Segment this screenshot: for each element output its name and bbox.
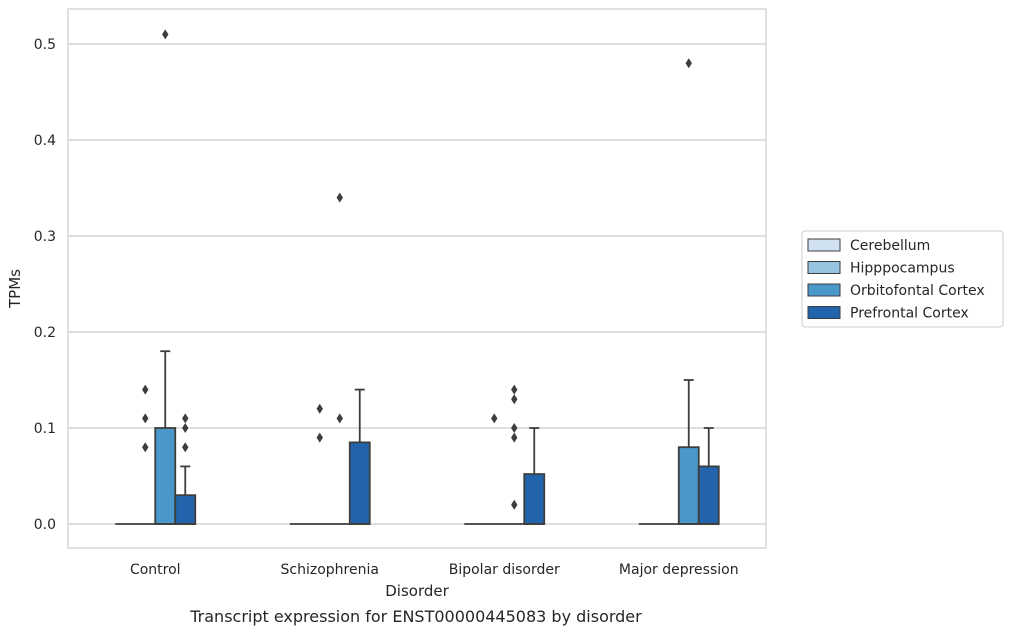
- legend-label: Cerebellum: [850, 238, 930, 254]
- outlier-point: [511, 384, 518, 395]
- outlier-point: [336, 413, 343, 424]
- outlier-point: [142, 384, 149, 395]
- legend-swatch: [807, 283, 841, 297]
- outlier-point: [316, 403, 323, 414]
- legend-swatch: [807, 261, 841, 274]
- box-3-2: [523, 427, 546, 525]
- box-2-3: [677, 58, 700, 525]
- outlier-point: [182, 423, 189, 433]
- outlier-point: [511, 423, 518, 433]
- outlier-point: [491, 413, 498, 424]
- x-axis-title: Disorder: [385, 582, 449, 600]
- box-rect: [154, 427, 177, 525]
- box-2-0: [154, 29, 177, 525]
- outlier-point: [685, 58, 692, 69]
- outlier-point: [142, 442, 149, 453]
- outlier-point: [162, 29, 169, 40]
- y-tick-label: 0.1: [34, 421, 56, 437]
- box-rect: [523, 473, 546, 525]
- y-tick-label: 0.0: [34, 517, 56, 533]
- box-3-0: [174, 413, 197, 525]
- y-tick-label: 0.3: [34, 229, 56, 245]
- x-tick-label: Bipolar disorder: [449, 562, 560, 578]
- box-2-1: [329, 192, 350, 525]
- box-rect: [174, 494, 197, 525]
- box-1-2: [484, 413, 505, 525]
- x-tick-label: Major depression: [619, 562, 739, 578]
- box-rect: [697, 465, 720, 525]
- box-3-1: [348, 388, 371, 525]
- box-2-2: [504, 384, 525, 525]
- plot-frame: [67, 8, 767, 549]
- box-3-3: [697, 427, 720, 525]
- y-tick-label: 0.5: [34, 37, 56, 53]
- box-1-0: [135, 384, 156, 525]
- outlier-point: [336, 192, 343, 203]
- y-tick-label: 0.4: [34, 133, 56, 149]
- legend-swatch: [807, 306, 841, 319]
- legend-swatch: [807, 238, 841, 252]
- boxes: [115, 29, 720, 525]
- y-tick-label: 0.2: [34, 325, 56, 341]
- legend: Cerebellum Hipppocampus Orbitofontal Corte…: [801, 230, 1004, 328]
- legend-label: Orbitofontal Cortex: [850, 283, 985, 299]
- outlier-point: [182, 413, 189, 424]
- y-axis-title: TPMs: [6, 269, 24, 309]
- box-1-1: [309, 403, 330, 525]
- outlier-point: [142, 413, 149, 424]
- outlier-point: [511, 499, 518, 510]
- outlier-point: [511, 432, 518, 443]
- x-tick-label: Schizophrenia: [281, 562, 379, 578]
- legend-label: Prefrontal Cortex: [850, 306, 969, 322]
- outlier-point: [511, 394, 518, 405]
- outlier-point: [316, 432, 323, 443]
- legend-frame: [801, 230, 1004, 328]
- chart-caption: Transcript expression for ENST0000044508…: [189, 607, 642, 626]
- box-rect: [677, 446, 700, 525]
- outlier-point: [182, 442, 189, 453]
- box-rect: [348, 441, 371, 525]
- legend-label: Hipppocampus: [850, 261, 955, 277]
- x-tick-label: Control: [130, 562, 181, 578]
- tick-labels: 0.0 0.1 0.2 0.3 0.4 0.5 Control Schizophrenia Bi…: [34, 37, 739, 578]
